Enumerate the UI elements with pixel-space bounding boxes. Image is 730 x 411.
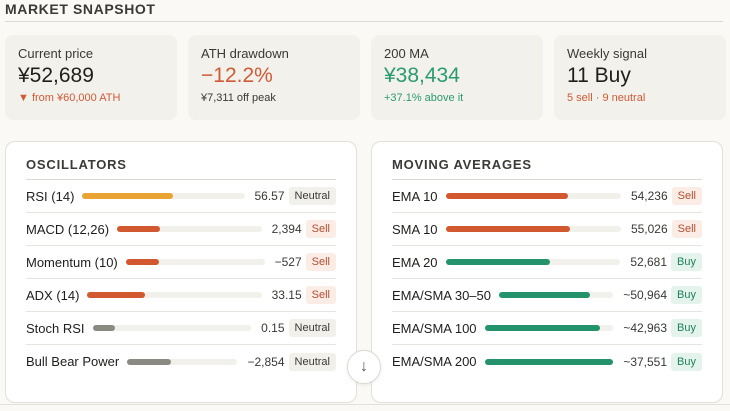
indicator-row: EMA 10 54,236 Sell bbox=[392, 180, 702, 213]
signal-badge: Buy bbox=[671, 286, 702, 304]
indicator-row: Bull Bear Power −2,854 Neutral bbox=[26, 345, 336, 378]
indicator-name: EMA/SMA 200 bbox=[392, 354, 477, 369]
indicator-row: ADX (14) 33.15 Sell bbox=[26, 279, 336, 312]
arrow-down-icon: ↓ bbox=[360, 358, 368, 375]
oscillators-panel: OSCILLATORS RSI (14) 56.57 Neutral MACD (… bbox=[5, 141, 357, 403]
stat-value: ¥38,434 bbox=[384, 64, 460, 87]
indicator-bar bbox=[117, 226, 262, 232]
indicator-value: 33.15 bbox=[271, 288, 302, 302]
indicator-row: EMA/SMA 30–50 ~50,964 Buy bbox=[392, 279, 702, 312]
indicator-row: RSI (14) 56.57 Neutral bbox=[26, 180, 336, 213]
indicator-value: 2,394 bbox=[271, 222, 302, 236]
signal-badge: Neutral bbox=[288, 319, 336, 337]
indicator-bar bbox=[445, 193, 621, 199]
indicator-value: ~42,963 bbox=[623, 321, 668, 335]
indicator-bar bbox=[125, 259, 265, 265]
indicator-value: −527 bbox=[274, 255, 302, 269]
stat-value: −12.2% bbox=[201, 64, 273, 87]
stat-subtext: ▼ from ¥60,000 ATH bbox=[18, 92, 121, 104]
indicator-value: ~50,964 bbox=[623, 288, 668, 302]
signal-badge: Sell bbox=[305, 253, 336, 271]
indicator-bar-fill bbox=[127, 358, 172, 365]
indicator-value: −2,854 bbox=[247, 354, 285, 369]
indicator-value: 0.15 bbox=[261, 321, 285, 335]
panel-title: MOVING AVERAGES bbox=[392, 157, 702, 180]
indicator-bar-fill bbox=[87, 292, 145, 298]
indicator-bar bbox=[499, 292, 614, 298]
indicator-name: Bull Bear Power bbox=[26, 354, 120, 369]
stat-card: Current price ¥52,689 ▼ from ¥60,000 ATH bbox=[5, 35, 177, 120]
indicator-row: Stoch RSI 0.15 Neutral bbox=[26, 312, 336, 345]
indicator-name: MACD (12,26) bbox=[26, 221, 110, 237]
indicator-value: 56.57 bbox=[254, 189, 285, 203]
indicator-name: Stoch RSI bbox=[26, 320, 85, 336]
indicator-row: SMA 10 55,026 Sell bbox=[392, 213, 702, 246]
signal-badge: Sell bbox=[671, 220, 702, 238]
signal-badge: Neutral bbox=[288, 187, 336, 205]
indicator-bar-fill bbox=[445, 193, 569, 199]
indicator-name: EMA 20 bbox=[392, 254, 438, 270]
indicator-bar-fill bbox=[82, 193, 174, 199]
indicator-bar-fill bbox=[499, 292, 591, 298]
stat-subtext: 5 sell · 9 neutral bbox=[567, 92, 646, 104]
panel-title: OSCILLATORS bbox=[26, 157, 336, 180]
signal-badge: Sell bbox=[305, 286, 336, 304]
indicator-value: 55,026 bbox=[630, 222, 668, 236]
indicator-row: EMA 20 52,681 Buy bbox=[392, 246, 702, 279]
indicator-bar-fill bbox=[125, 259, 160, 265]
stat-label: 200 MA bbox=[384, 46, 429, 61]
indicator-name: EMA/SMA 30–50 bbox=[392, 287, 491, 303]
indicator-bar bbox=[127, 358, 238, 365]
indicator-bar bbox=[87, 292, 262, 298]
signal-badge: Sell bbox=[671, 187, 702, 205]
indicator-bar bbox=[484, 325, 614, 331]
indicator-row: EMA/SMA 200 ~37,551 Buy bbox=[392, 345, 702, 378]
stat-label: Current price bbox=[18, 46, 94, 61]
signal-badge: Buy bbox=[671, 352, 702, 371]
indicator-name: RSI (14) bbox=[26, 188, 75, 204]
stat-value: 11 Buy bbox=[567, 64, 631, 87]
indicator-bar bbox=[92, 325, 252, 331]
oscillator-list: RSI (14) 56.57 Neutral MACD (12,26) 2,394… bbox=[26, 180, 336, 378]
signal-badge: Neutral bbox=[288, 352, 336, 371]
indicator-bar-fill bbox=[484, 358, 614, 365]
indicator-name: SMA 10 bbox=[392, 221, 438, 237]
stat-subtext: +37.1% above it bbox=[384, 92, 464, 104]
indicator-name: EMA 10 bbox=[392, 188, 438, 204]
stat-card: 200 MA ¥38,434 +37.1% above it bbox=[371, 35, 543, 120]
stat-cards: Current price ¥52,689 ▼ from ¥60,000 ATH… bbox=[5, 35, 726, 120]
indicator-name: Momentum (10) bbox=[26, 254, 118, 270]
moving-averages-panel: MOVING AVERAGES EMA 10 54,236 Sell SMA 10… bbox=[371, 141, 723, 403]
stat-label: ATH drawdown bbox=[201, 46, 289, 61]
divider bbox=[0, 404, 730, 405]
indicator-bar-fill bbox=[92, 325, 115, 331]
indicator-bar bbox=[445, 226, 621, 232]
indicator-bar bbox=[82, 193, 245, 199]
indicator-bar bbox=[484, 358, 614, 365]
stat-subtext: ¥7,311 off peak bbox=[201, 92, 276, 104]
section-title: MARKET SNAPSHOT bbox=[5, 0, 723, 22]
signal-badge: Buy bbox=[671, 319, 702, 337]
stat-card: ATH drawdown −12.2% ¥7,311 off peak bbox=[188, 35, 360, 120]
indicator-row: EMA/SMA 100 ~42,963 Buy bbox=[392, 312, 702, 345]
stat-label: Weekly signal bbox=[567, 46, 647, 61]
indicator-bar-fill bbox=[445, 259, 551, 265]
stat-value: ¥52,689 bbox=[18, 64, 94, 87]
moving-average-list: EMA 10 54,236 Sell SMA 10 55,026 Sell EMA … bbox=[392, 180, 702, 378]
indicator-bar-fill bbox=[484, 325, 601, 331]
indicator-row: Momentum (10) −527 Sell bbox=[26, 246, 336, 279]
indicator-value: 52,681 bbox=[630, 255, 668, 269]
scroll-down-button[interactable]: ↓ bbox=[347, 350, 381, 384]
signal-badge: Buy bbox=[671, 253, 702, 271]
indicator-bar bbox=[445, 259, 621, 265]
indicator-name: ADX (14) bbox=[26, 287, 80, 303]
stat-card: Weekly signal 11 Buy 5 sell · 9 neutral bbox=[554, 35, 726, 120]
indicator-bar-fill bbox=[117, 226, 161, 232]
indicator-row: MACD (12,26) 2,394 Sell bbox=[26, 213, 336, 246]
signal-badge: Sell bbox=[305, 220, 336, 238]
indicator-bar-fill bbox=[445, 226, 571, 232]
indicator-value: ~37,551 bbox=[623, 354, 668, 369]
indicator-value: 54,236 bbox=[630, 189, 668, 203]
indicator-name: EMA/SMA 100 bbox=[392, 320, 477, 336]
